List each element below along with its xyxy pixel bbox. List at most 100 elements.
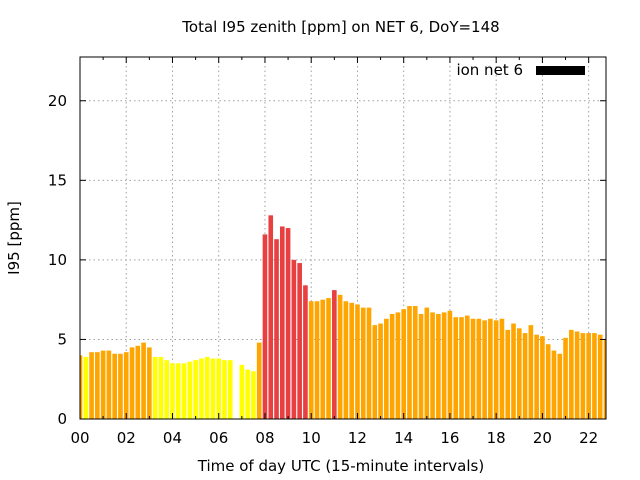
bar [129, 347, 135, 419]
bar [314, 301, 320, 419]
bar [540, 336, 545, 419]
y-tick-label: 20 [48, 92, 67, 110]
bar [569, 329, 574, 419]
bar [123, 352, 129, 419]
bar [199, 358, 204, 419]
bar [603, 339, 606, 419]
bar [418, 313, 424, 419]
bar [441, 312, 447, 419]
x-tick-label: 12 [348, 429, 367, 447]
x-tick-label: 18 [487, 429, 506, 447]
bar [586, 333, 591, 419]
legend-swatch [536, 66, 585, 75]
bar [320, 299, 326, 419]
bar [193, 360, 198, 419]
bar [511, 323, 516, 419]
bar [476, 318, 482, 419]
bar [545, 344, 551, 419]
bar [89, 352, 94, 419]
bar [175, 363, 181, 419]
bar [152, 356, 158, 419]
bar [170, 363, 175, 419]
x-tick-label: 20 [533, 429, 552, 447]
bar [112, 353, 117, 419]
bar [522, 333, 528, 419]
bar [355, 304, 360, 419]
bar [262, 234, 268, 419]
x-tick-label: 06 [209, 429, 228, 447]
bar [285, 228, 291, 419]
bar [372, 325, 378, 419]
bar [141, 342, 146, 419]
bar [516, 328, 522, 419]
x-tick-label: 08 [255, 429, 274, 447]
x-tick-label: 10 [302, 429, 321, 447]
bar [164, 360, 170, 419]
bar [274, 239, 279, 419]
bar [551, 350, 557, 419]
y-tick-label: 10 [48, 251, 67, 269]
bar [430, 312, 435, 419]
bar [493, 320, 499, 419]
y-tick-label: 0 [57, 410, 67, 428]
bar [447, 310, 453, 419]
bar [245, 369, 250, 419]
bar [181, 363, 187, 419]
bar [528, 325, 534, 419]
legend-label: ion net 6 [456, 61, 523, 79]
bar [378, 323, 383, 419]
y-axis-label: I95 [ppm] [5, 201, 23, 275]
x-tick-label: 16 [440, 429, 459, 447]
bar [187, 361, 193, 419]
bars-layer [80, 215, 606, 419]
bar [303, 285, 308, 419]
bar [470, 318, 476, 419]
bar [100, 350, 106, 419]
bar [424, 307, 430, 419]
bar [482, 320, 487, 419]
bar [227, 360, 233, 419]
bar [326, 298, 331, 419]
bar [158, 356, 164, 419]
bar [557, 353, 563, 419]
bar [453, 317, 459, 419]
bar [459, 317, 464, 419]
x-axis-label: Time of day UTC (15-minute intervals) [197, 457, 484, 475]
bar [505, 329, 511, 419]
x-tick-label: 22 [579, 429, 598, 447]
bar [83, 356, 89, 419]
ticks-layer: 0 5 10 15 20 00 02 04 06 08 10 12 14 16 18 20 22 [48, 57, 606, 447]
bar [204, 356, 210, 419]
bar [308, 301, 314, 419]
bar [268, 215, 274, 419]
bar [534, 334, 539, 419]
bar [256, 342, 262, 419]
bar [563, 337, 568, 419]
y-tick-label: 5 [57, 330, 67, 348]
bar [251, 371, 256, 419]
x-tick-label: 02 [117, 429, 136, 447]
bar [343, 301, 349, 419]
x-tick-label: 00 [70, 429, 89, 447]
bar [95, 352, 100, 419]
bar [366, 307, 372, 419]
bar [574, 331, 580, 419]
chart-title: Total I95 zenith [ppm] on NET 6, DoY=148 [181, 18, 499, 36]
bar [332, 290, 337, 419]
bar [349, 302, 354, 419]
bar [222, 360, 227, 419]
bar [401, 309, 406, 419]
bar [384, 318, 389, 419]
legend: ion net 6 [456, 61, 585, 79]
bar [592, 333, 597, 419]
bar [210, 358, 216, 419]
bar [106, 350, 112, 419]
bar [118, 353, 123, 419]
bar [297, 263, 302, 419]
bar [360, 307, 366, 419]
bar [499, 318, 505, 419]
bar [597, 334, 603, 419]
bar [280, 226, 285, 419]
bar [395, 312, 401, 419]
bar [239, 364, 245, 419]
